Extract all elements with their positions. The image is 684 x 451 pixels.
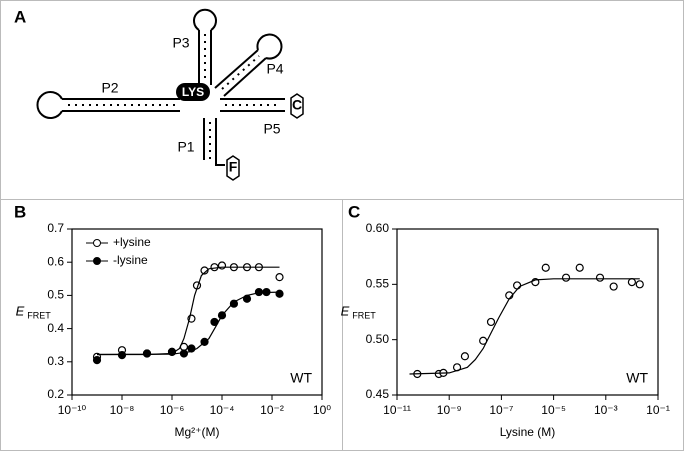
panel-label: B [14, 202, 26, 221]
y-tick-label: 0.50 [366, 332, 390, 346]
data-point [627, 278, 637, 287]
data-point [117, 351, 127, 360]
dye-label: F [229, 159, 238, 175]
x-tick-label: 10⁻⁸ [110, 403, 135, 417]
data-point [142, 349, 152, 358]
x-tick-label: 10⁻⁹ [437, 403, 462, 417]
dye-f [226, 155, 240, 181]
helix-label: P4 [266, 61, 283, 77]
data-point [595, 273, 605, 282]
y-axis-label: E [16, 303, 25, 318]
helix-label: P2 [101, 80, 118, 96]
x-tick-label: 10⁻⁴ [210, 403, 235, 417]
data-point [460, 352, 470, 361]
lys-label: LYS [182, 85, 204, 99]
legend-marker [93, 239, 101, 247]
helix-p3 [193, 8, 217, 85]
y-axis-label-sub: FRET [352, 310, 376, 320]
helix-p4 [214, 33, 283, 97]
helix-label: P3 [172, 35, 189, 51]
legend-label: +lysine [113, 235, 151, 249]
dye-label: C [292, 97, 302, 113]
legend-label: -lysine [113, 253, 148, 267]
data-point [575, 263, 584, 272]
fit-line [409, 278, 640, 375]
x-tick-label: 10⁰ [313, 403, 331, 417]
helix-label: P1 [177, 139, 194, 155]
data-point [486, 317, 496, 327]
data-point [200, 266, 209, 275]
y-axis-label-sub: FRET [27, 310, 51, 320]
data-point [561, 273, 571, 282]
legend-marker [93, 257, 101, 265]
x-tick-label: 10⁻⁶ [160, 403, 185, 417]
y-tick-label: 0.3 [47, 354, 64, 368]
y-tick-label: 0.7 [47, 221, 64, 235]
fit-line [96, 291, 280, 356]
data-point [210, 263, 219, 272]
y-tick-label: 0.2 [47, 387, 64, 401]
x-tick-label: 10⁻¹⁰ [58, 403, 87, 417]
plot-frame [396, 228, 659, 396]
rungs [221, 55, 260, 90]
fit-line [97, 266, 280, 356]
data-point [229, 299, 239, 308]
x-tick-label: 10⁻¹¹ [383, 403, 411, 417]
plot-frame [71, 228, 323, 396]
x-axis-label: Mg²⁺(M) [175, 425, 220, 439]
y-tick-label: 0.6 [47, 254, 64, 268]
y-tick-label: 0.60 [366, 221, 390, 235]
helix-p1 [203, 118, 225, 166]
y-tick-label: 0.55 [366, 277, 390, 291]
x-tick-label: 10⁻⁷ [489, 403, 513, 417]
lys-pocket [176, 83, 210, 101]
data-point [275, 289, 284, 298]
data-point [92, 356, 102, 365]
data-point [513, 281, 522, 290]
data-point [275, 273, 284, 282]
helix-p2 [36, 91, 180, 119]
data-point [635, 280, 644, 289]
x-tick-label: 10⁻³ [594, 403, 618, 417]
data-point [541, 263, 550, 272]
dye-c [290, 93, 304, 119]
x-tick-label: 10⁻⁵ [541, 403, 566, 417]
y-tick-label: 0.5 [47, 288, 64, 302]
annotation: WT [290, 370, 312, 386]
x-axis-label: Lysine (M) [500, 425, 556, 439]
diagram: A LYS C F P3 P4 P2 P5 P1 [14, 7, 304, 181]
x-tick-label: 10⁻² [260, 403, 284, 417]
helix-p5 [220, 98, 285, 112]
y-tick-label: 0.45 [366, 387, 390, 401]
annotation: WT [626, 370, 648, 386]
x-tick-label: 10⁻¹ [646, 403, 670, 417]
helix-label: P5 [263, 121, 280, 137]
y-axis-label: E [341, 303, 350, 318]
panel-label: C [348, 202, 360, 221]
y-tick-label: 0.4 [47, 321, 64, 335]
data-point [609, 282, 618, 291]
panel-label: A [14, 7, 26, 26]
